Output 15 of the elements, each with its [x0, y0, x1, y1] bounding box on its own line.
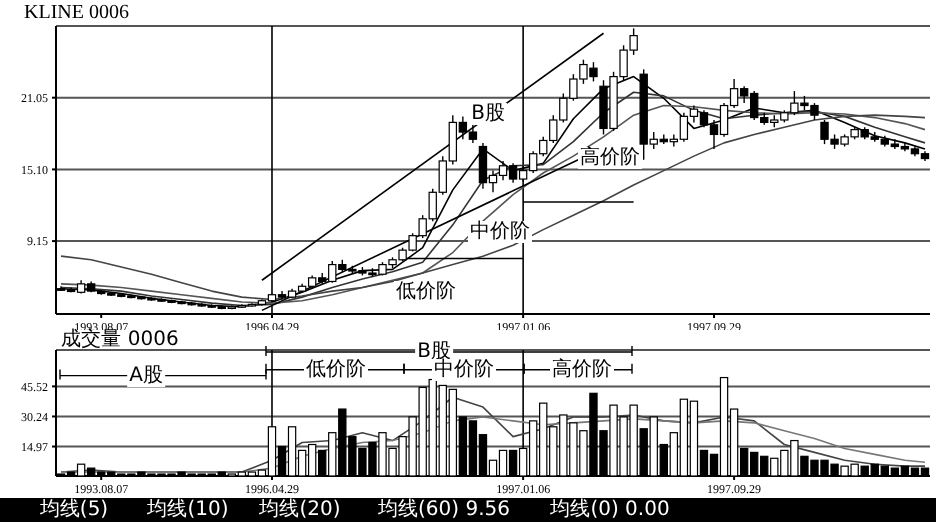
chart-title: KLINE 0006: [24, 2, 129, 24]
annotation: B股: [469, 103, 507, 125]
annotation: 中价阶: [432, 358, 496, 381]
chart-title: 成交量 0006: [61, 329, 179, 351]
annotation: 高价阶: [578, 147, 642, 169]
text: 均线(60) 9.56: [376, 499, 512, 521]
text: 均线(20): [257, 499, 343, 521]
annotation: A股: [127, 364, 165, 387]
annotation: 中价阶: [468, 221, 532, 243]
annotation: 高价阶: [550, 358, 614, 381]
annotation: 低价阶: [394, 281, 458, 303]
text: 均线(10): [145, 499, 231, 521]
text: 均线(5): [37, 499, 111, 521]
annotation: 低价阶: [304, 358, 368, 381]
text: 均线(0) 0.00: [548, 499, 672, 521]
